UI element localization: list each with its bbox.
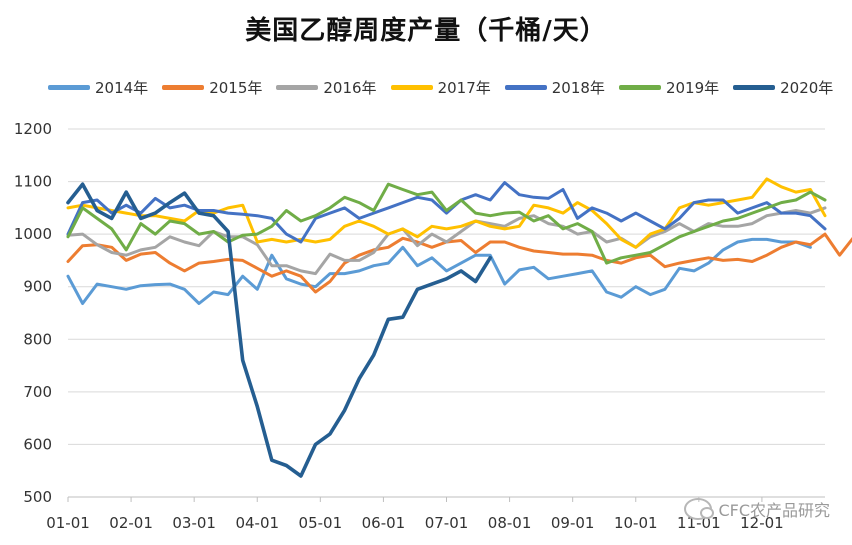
- y-tick-label: 600: [23, 435, 52, 453]
- series-line-2016: [66, 206, 827, 276]
- legend-swatch: [504, 84, 547, 90]
- x-tick-label: 10-01: [614, 514, 658, 532]
- legend-label: 2015年: [209, 78, 263, 97]
- watermark-text: CFC农产品研究: [718, 501, 830, 520]
- legend-swatch: [390, 84, 433, 90]
- series-line-2020: [66, 182, 493, 478]
- y-tick-label: 800: [23, 330, 52, 348]
- series-line-2015: [66, 232, 852, 294]
- legend-label: 2014年: [95, 78, 149, 97]
- x-tick-label: 06-01: [362, 514, 406, 532]
- legend-swatch: [162, 84, 205, 90]
- legend-label: 2017年: [437, 78, 491, 97]
- legend-item: 2015年: [162, 77, 262, 98]
- x-tick-label: 07-01: [425, 514, 469, 532]
- legend-swatch: [618, 84, 661, 90]
- series-line-2017: [66, 177, 827, 249]
- x-tick-label: 12-01: [740, 514, 784, 532]
- y-tick-label: 500: [23, 488, 52, 506]
- legend-label: 2020年: [780, 78, 834, 97]
- series-line-2014: [66, 237, 812, 305]
- x-tick-label: 05-01: [299, 514, 343, 532]
- legend-item: 2019年: [618, 77, 720, 98]
- x-tick-label: 03-01: [172, 514, 216, 532]
- y-tick-label: 900: [23, 278, 52, 296]
- wechat-icon: [684, 498, 715, 520]
- legend-item: 2017年: [390, 77, 491, 98]
- x-tick-label: 09-01: [551, 514, 595, 532]
- legend-swatch: [276, 84, 319, 90]
- x-tick-label: 02-01: [109, 514, 153, 532]
- legend-swatch: [48, 84, 90, 90]
- legend-label: 2018年: [551, 78, 605, 97]
- y-tick-label: 700: [23, 383, 52, 401]
- legend-swatch: [733, 84, 776, 90]
- legend-label: 2019年: [665, 78, 720, 97]
- series-line-2019: [66, 182, 827, 265]
- x-tick-label: 01-01: [46, 514, 90, 532]
- legend-item: 2016年: [276, 77, 377, 98]
- legend-item: 2018年: [504, 77, 605, 98]
- legend-item: 2020年: [733, 77, 833, 98]
- legend-label: 2016年: [323, 78, 377, 97]
- legend-item: 2014年: [48, 77, 148, 98]
- series-line-2018: [66, 181, 827, 244]
- watermark: CFC农产品研究: [684, 497, 830, 521]
- y-tick-label: 1000: [14, 225, 52, 243]
- x-tick-label: 04-01: [235, 514, 279, 532]
- x-tick-label: 08-01: [488, 514, 532, 532]
- y-tick-label: 1100: [14, 173, 52, 191]
- chart-legend: 2014年 2015年 2016年 2017年 2018年 2019年 2020年: [48, 76, 848, 98]
- chart-title: 美国乙醇周度产量（千桶/天）: [245, 16, 607, 46]
- y-tick-label: 1200: [14, 120, 52, 138]
